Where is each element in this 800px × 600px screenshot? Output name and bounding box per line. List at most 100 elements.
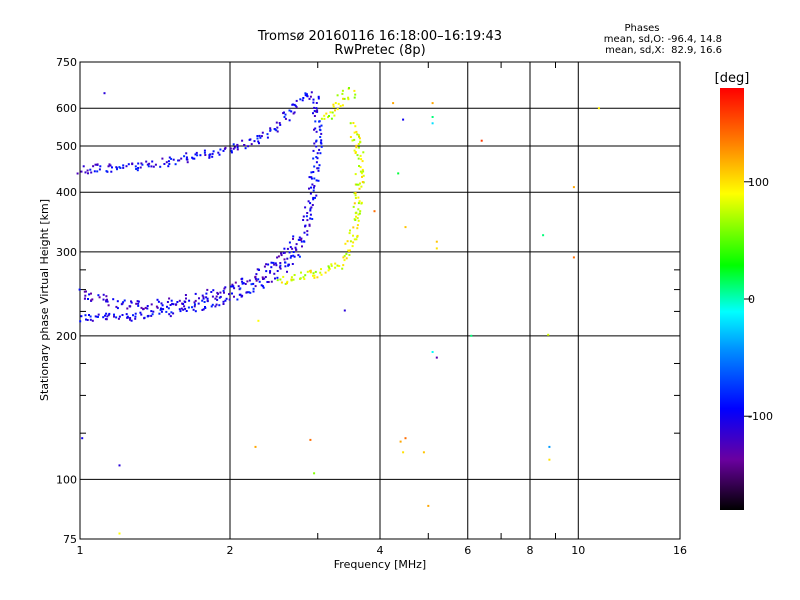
data-point bbox=[308, 187, 310, 190]
colorbar-ticks: 100 0 -100 bbox=[744, 176, 773, 423]
data-point bbox=[274, 277, 276, 280]
data-point bbox=[118, 464, 121, 467]
data-point bbox=[316, 152, 319, 155]
data-point bbox=[302, 276, 305, 279]
colorbar-label: [deg] bbox=[715, 71, 750, 86]
data-point bbox=[306, 230, 309, 233]
data-point bbox=[288, 119, 291, 122]
data-point bbox=[110, 170, 113, 173]
data-point bbox=[239, 287, 242, 290]
data-point bbox=[361, 160, 364, 163]
data-point bbox=[327, 265, 330, 268]
data-point bbox=[137, 302, 140, 305]
data-point bbox=[359, 166, 362, 169]
data-point bbox=[156, 298, 159, 301]
data-point bbox=[208, 155, 211, 158]
data-point bbox=[129, 318, 131, 321]
data-point bbox=[93, 170, 96, 173]
data-point bbox=[203, 149, 206, 152]
data-point bbox=[141, 163, 144, 166]
data-point bbox=[232, 285, 235, 288]
data-point bbox=[316, 109, 319, 112]
data-point bbox=[300, 240, 303, 243]
data-point bbox=[313, 274, 316, 277]
data-point bbox=[185, 158, 188, 161]
data-point bbox=[137, 300, 140, 303]
data-point bbox=[358, 187, 361, 190]
data-point bbox=[280, 281, 283, 284]
data-point bbox=[201, 294, 204, 297]
data-point bbox=[292, 103, 294, 106]
data-point bbox=[299, 277, 301, 280]
data-point bbox=[315, 130, 318, 133]
data-point bbox=[357, 157, 360, 160]
data-point bbox=[300, 237, 303, 240]
data-point bbox=[270, 266, 273, 269]
data-point bbox=[357, 143, 360, 145]
data-point bbox=[280, 252, 282, 255]
data-point bbox=[130, 300, 132, 303]
data-point bbox=[248, 279, 251, 282]
data-point bbox=[180, 307, 183, 310]
data-point bbox=[313, 165, 316, 168]
data-point bbox=[334, 266, 337, 269]
data-point bbox=[300, 271, 302, 274]
data-point bbox=[97, 294, 100, 297]
data-point bbox=[357, 202, 360, 205]
data-point bbox=[312, 171, 315, 173]
data-point bbox=[276, 279, 279, 282]
data-point bbox=[106, 315, 109, 318]
data-point bbox=[224, 146, 227, 149]
data-point bbox=[85, 318, 87, 321]
data-point bbox=[357, 196, 360, 199]
data-point bbox=[356, 227, 359, 230]
data-point bbox=[254, 277, 257, 280]
data-point bbox=[218, 296, 221, 299]
data-point bbox=[347, 96, 350, 99]
data-point bbox=[161, 304, 164, 307]
data-point bbox=[80, 170, 83, 173]
data-point bbox=[261, 276, 264, 279]
data-point bbox=[358, 200, 361, 203]
data-point bbox=[356, 224, 359, 227]
data-point bbox=[180, 157, 183, 160]
data-point bbox=[318, 148, 321, 151]
data-point bbox=[79, 320, 82, 323]
data-point bbox=[288, 251, 291, 254]
data-point bbox=[359, 154, 362, 157]
data-point bbox=[317, 95, 320, 98]
data-point bbox=[309, 95, 312, 98]
data-point bbox=[287, 264, 290, 267]
data-point bbox=[332, 105, 335, 108]
data-point bbox=[197, 302, 200, 305]
data-point bbox=[256, 135, 259, 137]
data-point bbox=[346, 240, 349, 243]
data-point bbox=[316, 157, 319, 160]
data-point bbox=[84, 314, 87, 317]
data-point bbox=[480, 139, 483, 142]
data-point bbox=[301, 245, 303, 248]
data-point bbox=[258, 134, 261, 137]
data-point bbox=[334, 102, 337, 104]
data-point bbox=[315, 156, 318, 158]
data-point bbox=[239, 293, 242, 296]
data-point bbox=[304, 224, 307, 227]
data-point bbox=[247, 291, 250, 294]
data-point bbox=[161, 308, 164, 311]
y-axis-label: Stationary phase Virtual Height [km] bbox=[38, 199, 51, 401]
data-point bbox=[115, 316, 118, 319]
data-point bbox=[356, 234, 359, 237]
data-point bbox=[260, 284, 263, 287]
x-tick-label: 6 bbox=[464, 544, 471, 557]
data-point bbox=[312, 196, 315, 199]
data-point bbox=[140, 306, 143, 309]
data-point bbox=[313, 185, 316, 187]
data-point bbox=[337, 102, 340, 105]
chart-title: Tromsø 20160116 16:18:00–16:19:43 bbox=[257, 29, 502, 44]
data-point bbox=[225, 297, 228, 300]
data-point bbox=[292, 254, 295, 257]
data-point bbox=[343, 97, 346, 100]
data-point bbox=[309, 209, 312, 212]
data-point bbox=[354, 93, 357, 96]
data-point bbox=[342, 97, 344, 100]
